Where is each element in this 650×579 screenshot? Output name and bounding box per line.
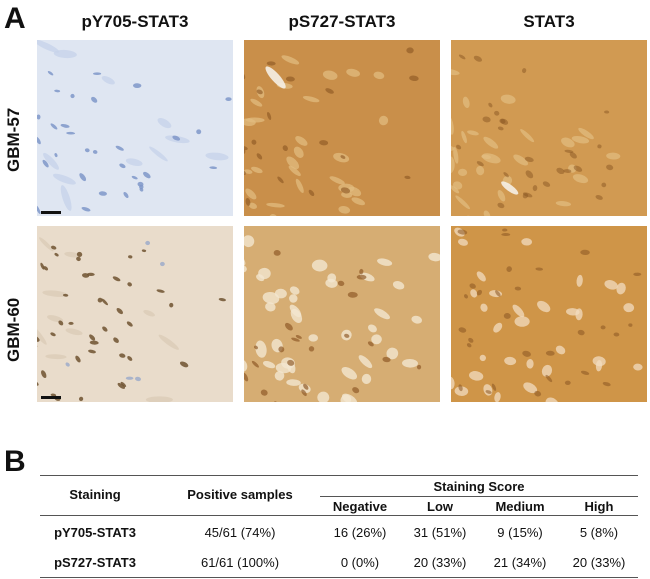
column-header-stat3: STAT3 [523,12,575,31]
table-group-rule [320,496,638,497]
row-staining-py705: pY705-STAT3 [54,525,136,540]
header-staining: Staining [69,487,121,502]
micrograph-gbm57-ps727 [244,40,440,216]
header-medium: Medium [495,499,545,514]
header-staining-score: Staining Score [433,479,525,494]
row-positive-ps727: 61/61 (100%) [200,555,280,570]
row-low-py705: 31 (51%) [413,525,467,540]
row-medium-py705: 9 (15%) [497,525,543,540]
panel-b-label: B [4,445,26,478]
row-low-ps727: 20 (33%) [413,555,467,570]
row-negative-ps727: 0 (0%) [340,555,380,570]
panel-a-label: A [4,2,26,35]
table-bottom-rule [40,577,638,578]
row-high-py705: 5 (8%) [579,525,619,540]
row-positive-py705: 45/61 (74%) [204,525,276,540]
micrograph-gbm57-stat3 [451,40,647,216]
scale-bar [41,211,61,214]
micrograph-gbm60-stat3 [451,226,647,402]
header-negative: Negative [332,499,388,514]
table-top-rule [40,475,638,476]
header-high: High [584,499,614,514]
row-negative-py705: 16 (26%) [333,525,387,540]
table-header-rule [40,515,638,516]
row-header-gbm57: GBM-57 [4,107,23,172]
row-medium-ps727: 21 (34%) [493,555,547,570]
micrograph-gbm60-ps727 [244,226,440,402]
scale-bar [41,396,61,399]
header-low: Low [427,499,453,514]
header-positive-samples: Positive samples [187,487,293,502]
row-header-gbm60: GBM-60 [4,297,23,362]
column-header-py705: pY705-STAT3 [81,12,189,31]
row-high-ps727: 20 (33%) [572,555,626,570]
micrograph-gbm60-py705 [37,226,233,402]
micrograph-gbm57-py705 [37,40,233,216]
column-header-ps727: pS727-STAT3 [288,12,396,31]
row-staining-ps727: pS727-STAT3 [54,555,136,570]
